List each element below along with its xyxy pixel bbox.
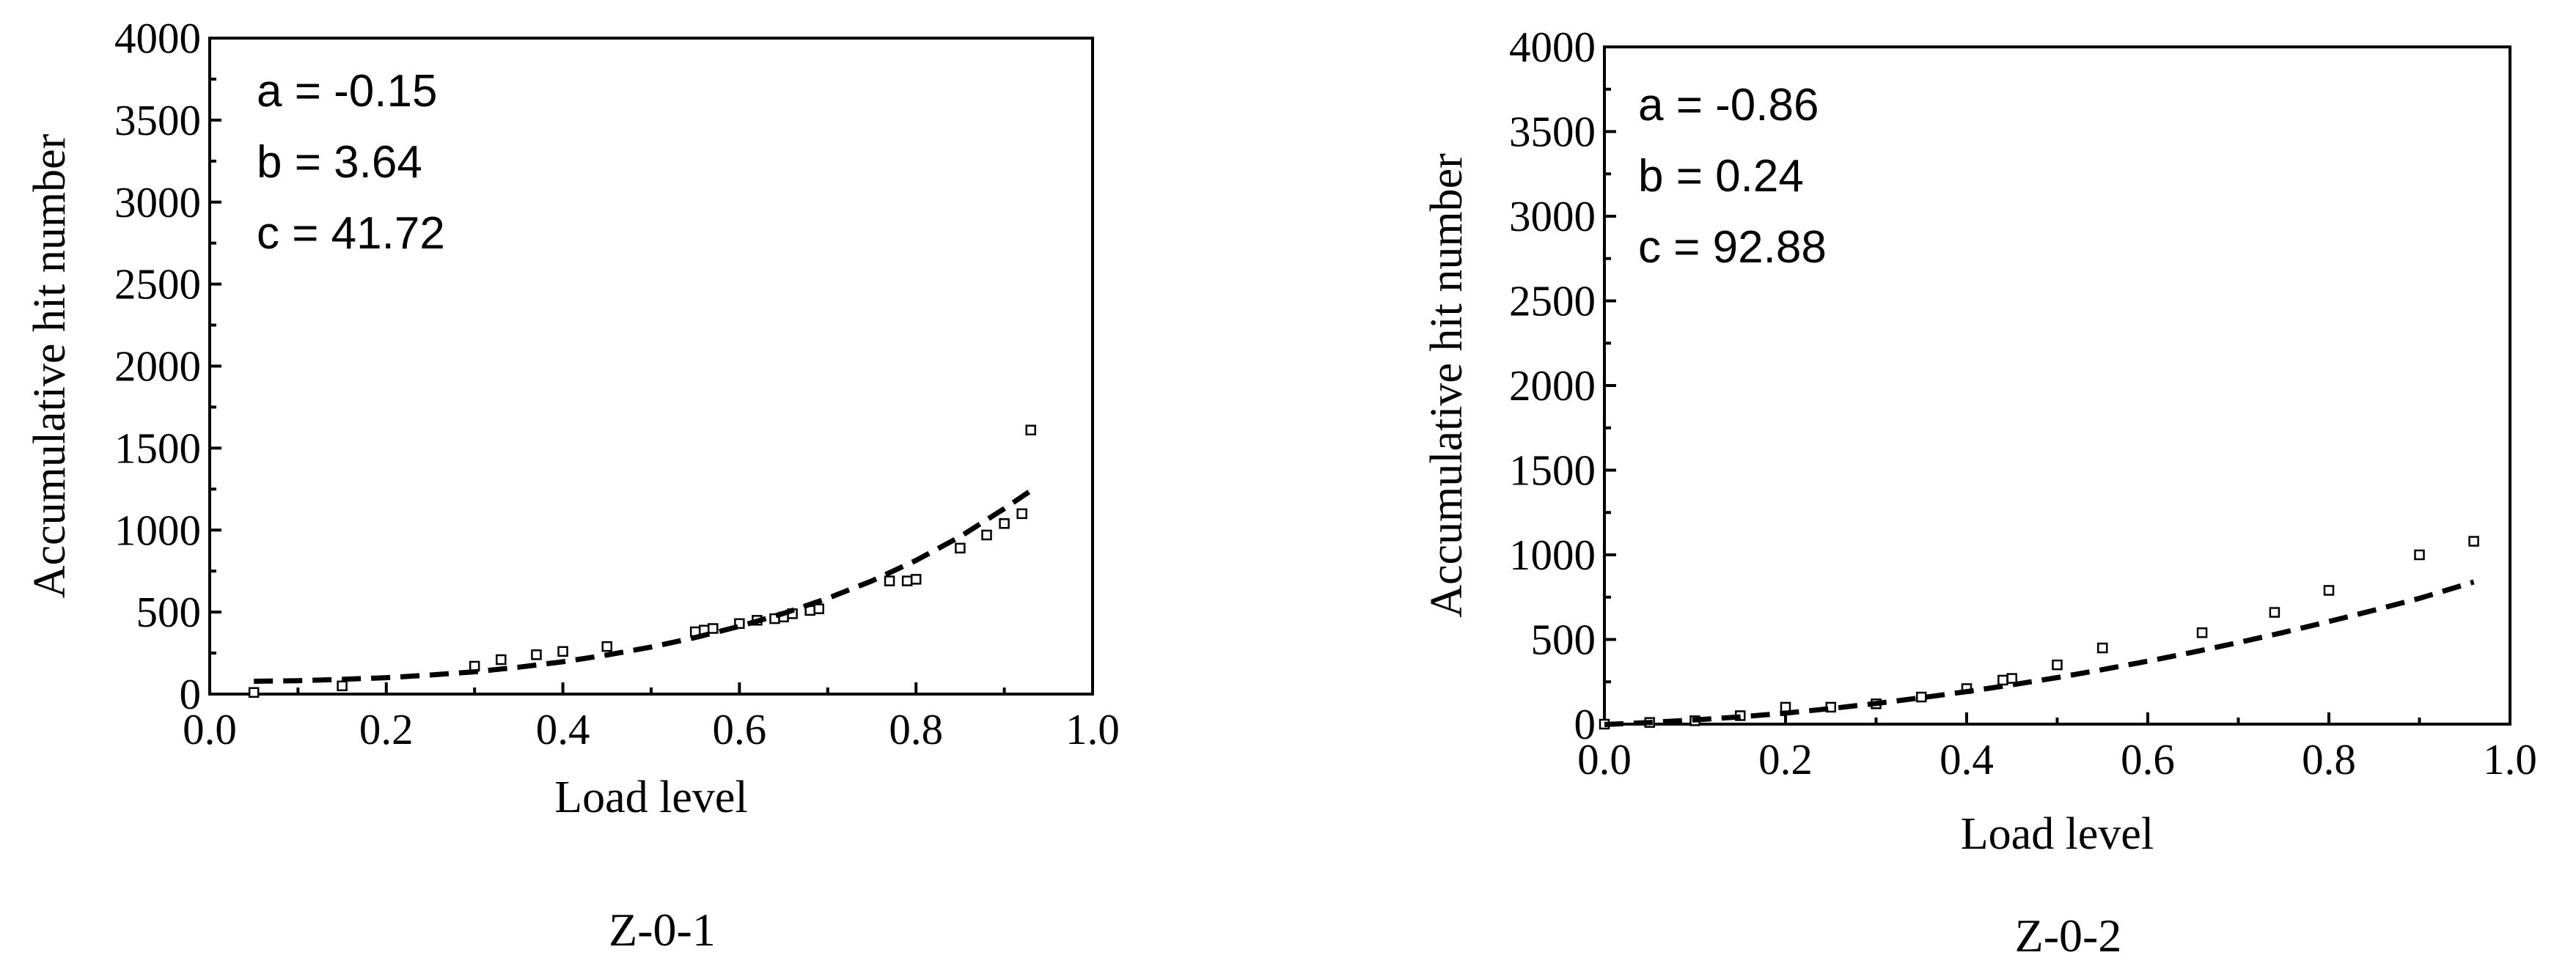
- data-point-marker: [955, 542, 966, 554]
- plot-frame: [1603, 45, 2511, 726]
- x-tick-label: 0.8: [889, 705, 943, 753]
- data-point-marker: [708, 623, 719, 634]
- y-tick-label: 500: [136, 588, 202, 636]
- data-point-marker: [601, 641, 613, 652]
- y-tick-label: 2000: [114, 342, 201, 391]
- panel-caption: Z-0-1: [609, 904, 716, 956]
- data-point-marker: [2052, 659, 2063, 671]
- x-tick-label: 0.2: [1758, 735, 1813, 784]
- y-tick-label: 1500: [1509, 446, 1596, 495]
- fit-curve: [1604, 579, 2475, 727]
- data-point-marker: [531, 649, 542, 660]
- x-tick-label: 0.2: [359, 705, 414, 753]
- y-axis-title: Accumulative hit number: [1422, 153, 1472, 618]
- chart-panel-z-0-2: 0.0 0.2 0.4 0.6 0.8 1.0 0 500 1000 1500 2000 2500 30…: [1422, 23, 2537, 962]
- fit-parameter-label: a = -0.15: [257, 66, 437, 117]
- data-point-marker: [2414, 549, 2425, 561]
- data-point-marker: [1016, 508, 1027, 520]
- y-tick-label: 2500: [1509, 277, 1596, 325]
- data-point-marker: [2196, 627, 2208, 638]
- panel-caption: Z-0-2: [2015, 910, 2122, 962]
- x-tick-label: 0.0: [1577, 735, 1632, 784]
- y-tick-label: 500: [1531, 616, 1596, 664]
- data-point-marker: [2269, 607, 2280, 618]
- y-tick-label: 2000: [1509, 361, 1596, 410]
- y-tick-label: 3500: [114, 96, 201, 144]
- fit-parameter-label: a = -0.86: [1638, 80, 1819, 130]
- fit-parameter-label: c = 41.72: [257, 208, 445, 259]
- x-tick-label: 0.4: [536, 705, 590, 753]
- data-point-marker: [981, 529, 992, 541]
- y-tick-label: 3500: [1509, 108, 1596, 156]
- x-tick-label: 1.0: [1065, 705, 1120, 753]
- x-tick-label: 0.6: [2121, 735, 2175, 784]
- x-tick-label: 0.4: [1940, 735, 1994, 784]
- data-point-marker: [1916, 691, 1927, 703]
- data-point-marker: [496, 654, 507, 665]
- y-axis-title: Accumulative hit number: [25, 133, 75, 598]
- data-point-marker: [910, 574, 922, 585]
- data-point-marker: [2006, 673, 2017, 684]
- fit-parameter-label: b = 3.64: [257, 137, 422, 188]
- data-point-marker: [337, 680, 348, 692]
- data-point-marker: [813, 603, 825, 614]
- y-tick-label: 0: [1574, 700, 1596, 748]
- x-tick-label: 0.8: [2302, 735, 2356, 784]
- x-tick-label: 0.6: [713, 705, 767, 753]
- y-tick-label: 1500: [114, 424, 201, 472]
- y-tick-label: 4000: [1509, 23, 1596, 71]
- data-point-marker: [2468, 536, 2479, 547]
- data-point-marker: [2323, 585, 2335, 596]
- y-tick-label: 4000: [114, 14, 201, 62]
- y-tick-label: 2500: [114, 260, 201, 309]
- x-axis-title: Load level: [1961, 809, 2154, 859]
- x-axis-title: Load level: [554, 773, 747, 822]
- y-tick-label: 1000: [1509, 531, 1596, 579]
- data-point-marker: [1997, 674, 2008, 686]
- fit-parameter-label: c = 92.88: [1638, 222, 1827, 273]
- fit-curve: [254, 488, 1032, 684]
- data-point-marker: [999, 518, 1010, 529]
- y-tick-label: 1000: [114, 506, 201, 554]
- y-tick-label: 0: [180, 670, 202, 718]
- data-point-marker: [901, 575, 913, 586]
- data-point-marker: [884, 575, 895, 586]
- data-point-marker: [2097, 642, 2108, 654]
- y-tick-label: 3000: [1509, 192, 1596, 240]
- x-tick-label: 0.0: [183, 705, 237, 753]
- x-tick-label: 1.0: [2483, 735, 2537, 784]
- data-point-marker: [248, 687, 260, 698]
- data-point-marker: [557, 646, 568, 657]
- data-point-marker: [1025, 424, 1036, 436]
- chart-panel-z-0-1: 0.0 0.2 0.4 0.6 0.8 1.0 0 500 1000 1500 2000 2500 30…: [25, 14, 1120, 956]
- fit-parameter-label: b = 0.24: [1638, 151, 1804, 202]
- y-tick-label: 3000: [114, 178, 201, 226]
